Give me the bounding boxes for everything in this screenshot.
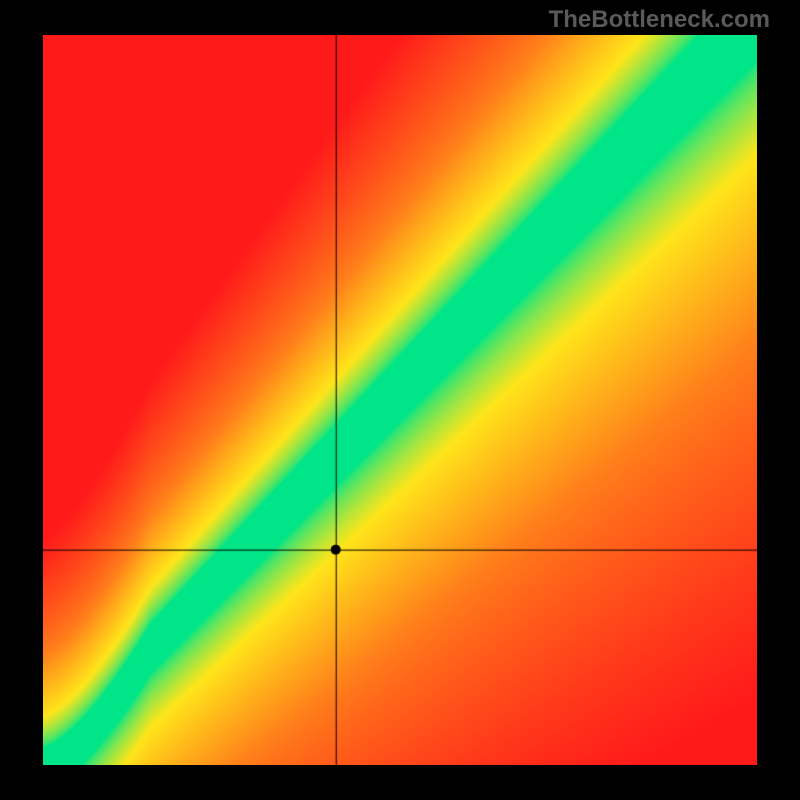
heatmap-plot xyxy=(43,35,757,765)
chart-container: TheBottleneck.com xyxy=(0,0,800,800)
heatmap-canvas xyxy=(43,35,757,765)
watermark-text: TheBottleneck.com xyxy=(549,6,770,34)
